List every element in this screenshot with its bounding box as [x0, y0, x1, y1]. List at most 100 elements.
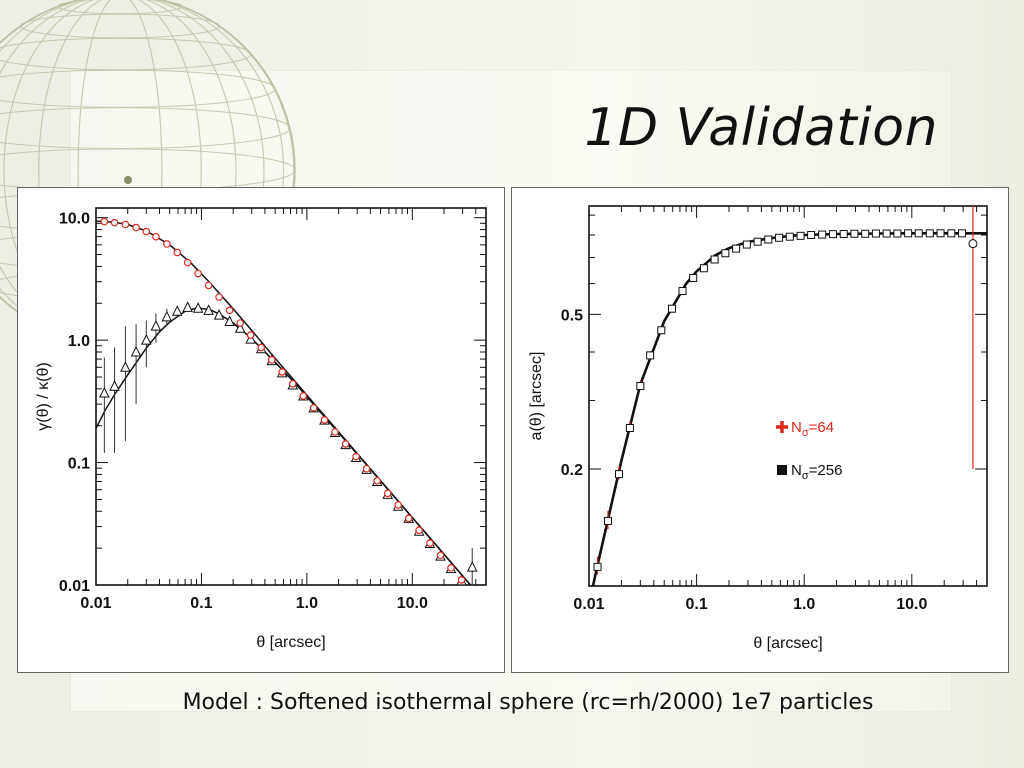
x-tick-label: 0.1 [685, 596, 707, 613]
globe-parallel [0, 69, 276, 108]
square-point [914, 229, 923, 238]
square-point [796, 231, 805, 240]
square-point [871, 229, 880, 238]
circle-point [194, 269, 202, 278]
square-point [603, 516, 612, 525]
circle-point [110, 218, 119, 227]
ticks [95, 208, 487, 586]
square-point [947, 229, 956, 238]
globe-meridian [0, 0, 295, 330]
circle-point [183, 258, 192, 267]
x-tick-label: 0.1 [190, 595, 212, 612]
square-point [732, 244, 741, 253]
circle-point [309, 404, 318, 412]
y-tick-label: 0.2 [561, 462, 583, 479]
x-tick-label: 0.01 [80, 595, 111, 612]
circle-point [373, 476, 381, 485]
circle-point [121, 220, 130, 229]
triangle-point [130, 345, 142, 357]
triangle-point [466, 560, 478, 572]
circle-point [362, 464, 371, 473]
circle-point [331, 428, 339, 436]
slide-caption: Model : Softened isothermal sphere (rc=r… [182, 690, 874, 715]
triangle-point [224, 315, 235, 326]
square-point [904, 229, 913, 238]
legend-label-value: =256 [809, 462, 843, 479]
triangle-point [192, 302, 204, 313]
square-point [936, 229, 945, 238]
globe-outline [0, 0, 296, 330]
square-point [968, 239, 978, 249]
triangle-point [150, 320, 162, 331]
y-tick-label: 0.5 [561, 307, 583, 324]
plot-frame [95, 207, 487, 586]
square-point [785, 232, 794, 241]
legend-label-main: N [791, 462, 802, 479]
circle-point [236, 319, 244, 327]
circle-point [215, 293, 223, 301]
x-tick-label: 0.01 [573, 596, 604, 613]
globe-meridian [0, 0, 265, 330]
circle-point [383, 489, 392, 498]
y-tick-label: 0.1 [68, 456, 90, 473]
square-point [764, 235, 773, 244]
square-point [882, 229, 891, 238]
globe-pole [124, 176, 132, 184]
legend-label: Nσ=256 [791, 462, 842, 482]
square-point [818, 230, 827, 239]
y-axis-label: γ(θ) / κ(θ) [35, 362, 52, 430]
circle-point [288, 379, 297, 388]
circle-point [100, 217, 109, 226]
plot-area [96, 217, 478, 585]
globe-meridian [0, 0, 285, 330]
triangle-point [213, 309, 225, 320]
circle-point [457, 576, 466, 584]
circle-point [415, 526, 423, 535]
left-chart-panel: 0.01 0.1 1.0 10.0 0.01 0.1 1.0 10.0 θ [arcsec] γ(… [17, 187, 505, 673]
square-point [893, 229, 902, 238]
square-point [593, 562, 602, 571]
triangle-point [140, 334, 152, 345]
shear-convergence-chart: 0.01 0.1 1.0 10.0 0.01 0.1 1.0 10.0 θ [arcsec] γ(… [35, 207, 487, 651]
a-theta-chart: 0.01 0.1 1.0 10.0 0.2 0.5 θ [arcsec] a(θ) [arcs… [528, 205, 988, 652]
circle-point [320, 416, 329, 424]
circle-point [204, 281, 213, 290]
globe-parallel [0, 148, 296, 192]
circle-point [352, 452, 360, 461]
circle-point [404, 514, 413, 523]
triangle-point [171, 305, 183, 316]
y-tick-label: 10.0 [59, 211, 90, 228]
square-point [839, 229, 848, 238]
circle-point [132, 223, 140, 232]
square-point [775, 233, 784, 242]
globe-meridian [3, 0, 237, 330]
legend-label: Nσ=64 [791, 419, 834, 439]
circle-point [152, 232, 160, 241]
globe-meridian [77, 0, 163, 330]
plot-frame [588, 205, 988, 587]
square-point [646, 351, 655, 360]
circle-point [341, 440, 350, 448]
triangle-point [182, 301, 193, 312]
legend-label-subscript: σ [802, 427, 809, 439]
square-point [742, 240, 751, 249]
circle-point [257, 343, 266, 352]
square-point [807, 231, 816, 240]
legend-marker-square [777, 465, 787, 475]
globe-parallel [20, 13, 220, 39]
circle-point [447, 564, 455, 572]
circle-point [173, 248, 182, 257]
x-axis-label: θ [arcsec] [753, 635, 822, 652]
circle-point [246, 331, 255, 339]
triangle-point [161, 310, 173, 322]
square-point [625, 423, 634, 432]
circle-point [299, 392, 308, 400]
square-point [667, 304, 676, 313]
circle-point [163, 240, 171, 248]
square-point [958, 229, 967, 238]
circle-point [278, 368, 287, 376]
square-point [678, 287, 687, 296]
slide-title: 1D Validation [584, 98, 938, 158]
y-tick-label: 0.01 [59, 578, 90, 595]
square-point [753, 237, 762, 246]
